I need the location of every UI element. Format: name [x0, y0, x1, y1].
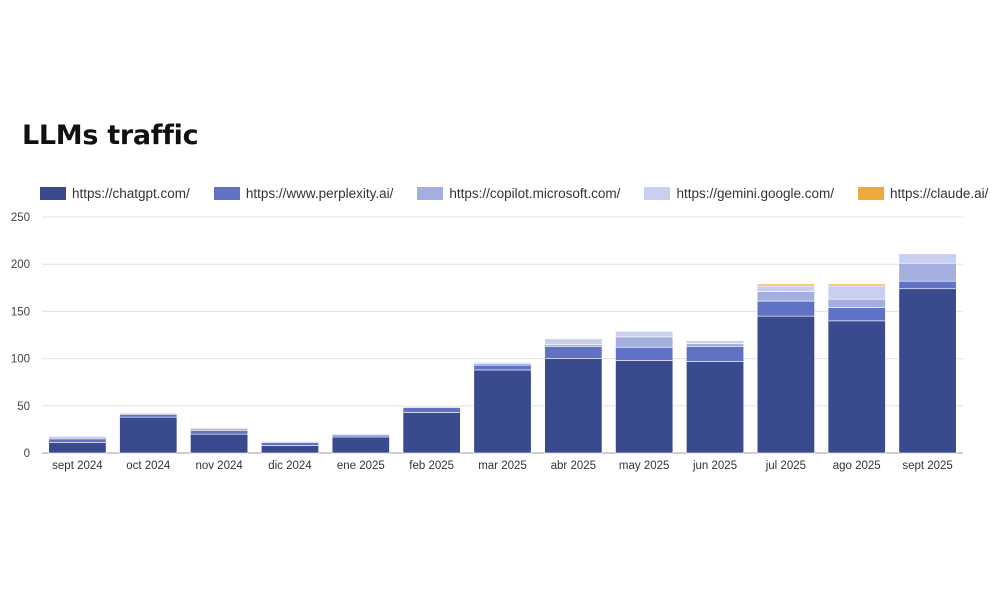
bar-segment-2 [615, 336, 674, 348]
legend-label-gemini: https://gemini.google.com/ [676, 186, 835, 201]
y-tick-label: 200 [11, 259, 30, 271]
bar-segment-2 [686, 343, 745, 347]
legend-swatch-claude [858, 187, 885, 200]
bar-segment-3 [686, 340, 745, 344]
y-tick-label: 250 [11, 212, 30, 224]
bar-segment-1 [260, 442, 319, 446]
x-tick-label: jun 2025 [692, 460, 737, 472]
legend-swatch-gemini [644, 187, 671, 200]
bar-segment-3 [898, 253, 957, 264]
bar-segment-0 [48, 442, 107, 454]
bar-segment-1 [544, 346, 603, 359]
bar-segment-3 [756, 285, 815, 292]
bar-segment-0 [190, 433, 249, 454]
bar-segment-1 [686, 346, 745, 362]
legend-item-copilot[interactable]: https://copilot.microsoft.com/ [417, 186, 620, 201]
bar-segment-2 [331, 433, 390, 436]
bar-segment-0 [615, 360, 674, 454]
bar-segment-0 [473, 369, 532, 454]
x-tick-label: sept 2024 [52, 460, 103, 472]
bar-segment-3 [473, 362, 532, 364]
bar-segment-1 [48, 438, 107, 443]
bar-segment-1 [473, 364, 532, 371]
bar-segment-2 [756, 291, 815, 302]
bar-segment-4 [827, 283, 886, 287]
bar-segment-0 [119, 416, 178, 454]
legend-label-perplexity: https://www.perplexity.ai/ [245, 186, 394, 201]
bar-segment-0 [756, 315, 815, 454]
y-tick-label: 100 [11, 354, 30, 366]
bar-segment-3 [260, 440, 319, 442]
bar-segment-4 [756, 283, 815, 287]
chart-title: LLMs traffic [22, 120, 199, 151]
bar-segment-1 [756, 300, 815, 317]
bar-segment-2 [119, 413, 178, 415]
y-tick-label: 50 [17, 401, 30, 413]
bar-segment-3 [48, 435, 107, 438]
bar-segment-0 [331, 436, 390, 454]
bar-segment-2 [827, 298, 886, 308]
x-tick-label: mar 2025 [478, 460, 527, 472]
bar-segment-1 [402, 407, 461, 413]
bar-segment-3 [615, 330, 674, 338]
bar-segment-0 [544, 358, 603, 454]
legend-item-perplexity[interactable]: https://www.perplexity.ai/ [213, 186, 394, 201]
bar-segment-1 [827, 307, 886, 322]
x-tick-label: dic 2024 [268, 460, 312, 472]
legend-label-copilot: https://copilot.microsoft.com/ [449, 186, 621, 201]
bar-segment-0 [260, 445, 319, 454]
x-tick-label: oct 2024 [126, 460, 171, 472]
bar-segment-0 [686, 361, 745, 454]
legend-label-claude: https://claude.ai/ [890, 186, 989, 201]
legend-swatch-perplexity [213, 187, 240, 200]
y-tick-label: 0 [24, 448, 30, 460]
x-tick-label: may 2025 [619, 460, 670, 472]
x-tick-label: abr 2025 [551, 460, 596, 472]
x-tick-label: jul 2025 [765, 460, 806, 472]
x-tick-label: sept 2025 [902, 460, 953, 472]
bar-segment-0 [898, 288, 957, 454]
x-tick-label: nov 2024 [195, 460, 243, 472]
x-tick-label: ene 2025 [337, 460, 385, 472]
bar-segment-3 [544, 338, 603, 345]
bar-segment-1 [615, 346, 674, 361]
legend-item-gemini[interactable]: https://gemini.google.com/ [644, 186, 834, 201]
bar-segment-1 [190, 430, 249, 435]
legend-swatch-chatgpt [40, 187, 66, 200]
bar-segment-1 [119, 413, 178, 418]
bar-segment-3 [190, 427, 249, 429]
bar-segment-1 [898, 280, 957, 290]
x-tick-label: feb 2025 [409, 460, 454, 472]
legend-item-claude[interactable]: https://claude.ai/ [858, 186, 988, 201]
y-tick-label: 150 [11, 306, 30, 318]
legend-swatch-copilot [417, 187, 444, 200]
bar-segment-0 [402, 412, 461, 454]
bar-segment-3 [402, 405, 461, 408]
chart-legend: https://chatgpt.com/ https://www.perplex… [40, 186, 1000, 201]
x-tick-label: ago 2025 [833, 460, 881, 472]
legend-item-chatgpt[interactable]: https://chatgpt.com/ [40, 186, 190, 201]
bar-segment-0 [827, 320, 886, 454]
bar-segment-2 [898, 262, 957, 282]
legend-label-chatgpt: https://chatgpt.com/ [72, 186, 190, 201]
bar-segment-3 [827, 285, 886, 300]
